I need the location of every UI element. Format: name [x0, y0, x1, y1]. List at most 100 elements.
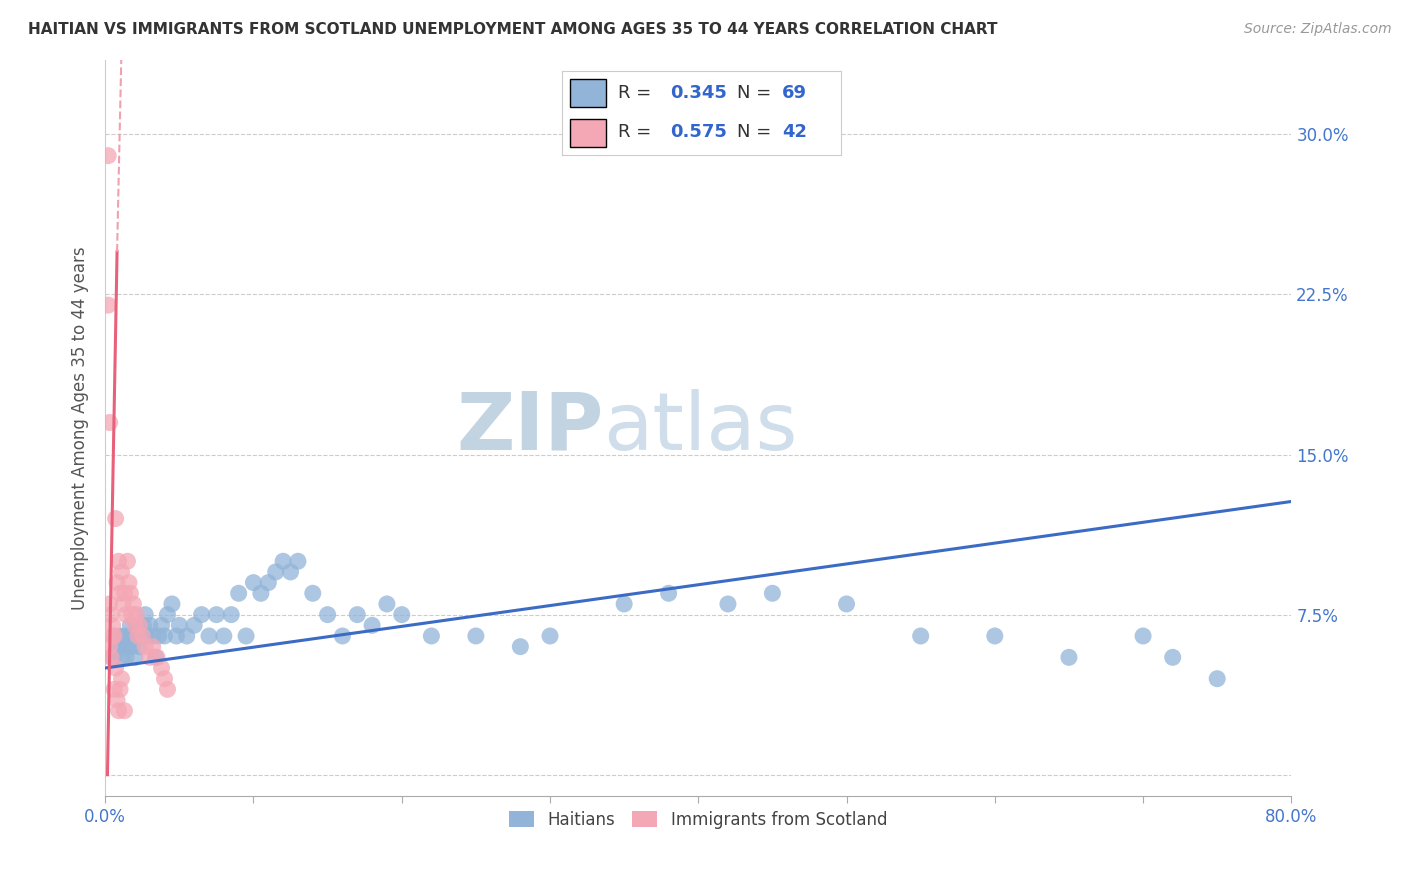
Point — [104, 661, 127, 675]
Point — [101, 650, 124, 665]
Point — [242, 575, 264, 590]
Point — [132, 618, 155, 632]
Point — [375, 597, 398, 611]
Point — [121, 607, 143, 622]
Point — [104, 644, 127, 658]
Point — [198, 629, 221, 643]
Point — [984, 629, 1007, 643]
Point — [153, 629, 176, 643]
Point — [280, 565, 302, 579]
Point — [142, 640, 165, 654]
Point — [264, 565, 287, 579]
Point — [910, 629, 932, 643]
Point — [117, 554, 139, 568]
Point — [148, 629, 170, 643]
Point — [135, 629, 157, 643]
Point — [124, 618, 146, 632]
Point — [271, 554, 294, 568]
Point — [1206, 672, 1229, 686]
Point — [150, 661, 173, 675]
Point — [212, 629, 235, 643]
Point — [228, 586, 250, 600]
Point — [100, 607, 122, 622]
Y-axis label: Unemployment Among Ages 35 to 44 years: Unemployment Among Ages 35 to 44 years — [72, 246, 89, 609]
Point — [97, 149, 120, 163]
Point — [128, 640, 150, 654]
Point — [125, 618, 148, 632]
Point — [301, 586, 323, 600]
Text: atlas: atlas — [603, 389, 797, 467]
Point — [156, 607, 179, 622]
Point — [122, 629, 145, 643]
Point — [108, 629, 131, 643]
Point — [1132, 629, 1154, 643]
Point — [107, 704, 129, 718]
Point — [134, 607, 156, 622]
Point — [1057, 650, 1080, 665]
Point — [538, 629, 561, 643]
Point — [103, 682, 125, 697]
Point — [104, 511, 127, 525]
Point — [111, 597, 134, 611]
Point — [146, 650, 169, 665]
Point — [219, 607, 242, 622]
Point — [125, 607, 148, 622]
Point — [131, 629, 153, 643]
Point — [98, 416, 121, 430]
Point — [235, 629, 257, 643]
Point — [138, 650, 160, 665]
Point — [287, 554, 309, 568]
Point — [835, 597, 858, 611]
Point — [114, 629, 136, 643]
Point — [156, 682, 179, 697]
Point — [150, 618, 173, 632]
Point — [509, 640, 531, 654]
Point — [717, 597, 740, 611]
Text: ZIP: ZIP — [456, 389, 603, 467]
Point — [122, 597, 145, 611]
Point — [101, 629, 124, 643]
Point — [115, 650, 138, 665]
Point — [257, 575, 280, 590]
Point — [118, 575, 141, 590]
Point — [114, 704, 136, 718]
Point — [176, 629, 198, 643]
Point — [1161, 650, 1184, 665]
Legend: Haitians, Immigrants from Scotland: Haitians, Immigrants from Scotland — [503, 805, 894, 836]
Point — [761, 586, 783, 600]
Point — [100, 650, 122, 665]
Point — [101, 618, 124, 632]
Point — [107, 554, 129, 568]
Point — [105, 575, 128, 590]
Point — [131, 629, 153, 643]
Point — [108, 682, 131, 697]
Point — [420, 629, 443, 643]
Point — [391, 607, 413, 622]
Point — [332, 629, 354, 643]
Point — [111, 640, 134, 654]
Point — [107, 640, 129, 654]
Point — [120, 618, 142, 632]
Point — [160, 597, 183, 611]
Point — [97, 298, 120, 312]
Point — [108, 586, 131, 600]
Point — [127, 629, 149, 643]
Point — [153, 672, 176, 686]
Point — [183, 618, 205, 632]
Point — [613, 597, 636, 611]
Point — [134, 640, 156, 654]
Point — [110, 565, 132, 579]
Point — [98, 640, 121, 654]
Point — [105, 693, 128, 707]
Point — [205, 607, 228, 622]
Point — [115, 607, 138, 622]
Point — [169, 618, 191, 632]
Point — [121, 640, 143, 654]
Point — [346, 607, 368, 622]
Point — [124, 650, 146, 665]
Point — [190, 607, 212, 622]
Point — [110, 672, 132, 686]
Point — [103, 629, 125, 643]
Point — [98, 597, 121, 611]
Point — [145, 650, 167, 665]
